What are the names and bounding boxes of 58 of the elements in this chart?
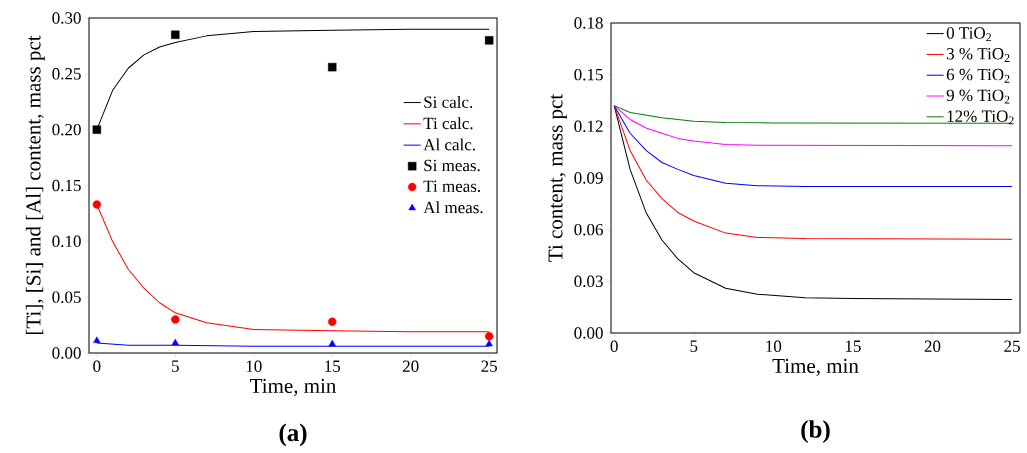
x-tick-label: 25 xyxy=(1004,340,1020,352)
point xyxy=(92,125,102,134)
point xyxy=(171,338,179,346)
y-tick-label: 0.12 xyxy=(574,120,603,133)
point xyxy=(485,339,493,347)
legend-label: Al meas. xyxy=(423,201,483,214)
y-tick-label: 0.15 xyxy=(52,179,81,192)
text: (b) xyxy=(801,420,830,443)
x-tick-label: 5 xyxy=(690,340,698,352)
point xyxy=(171,315,180,324)
y-tick-label: 0.18 xyxy=(574,17,603,29)
point xyxy=(328,317,337,326)
point xyxy=(328,62,337,72)
y-tick-label: 0.30 xyxy=(52,12,81,24)
legend-label: Al calc. xyxy=(423,138,475,151)
x-tick-label: 5 xyxy=(172,360,179,372)
y-axis-title: [Ti], [Si] and [Al] content, mass pct xyxy=(25,35,45,335)
point xyxy=(328,339,336,347)
y-tick-label: 0.09 xyxy=(574,172,603,184)
x-tick-label: 20 xyxy=(402,360,419,373)
point xyxy=(484,36,494,45)
legend-label: Si calc. xyxy=(424,95,473,108)
y-tick-label: 0.06 xyxy=(574,223,603,236)
text: (a) xyxy=(279,423,307,447)
legend-label: Ti calc. xyxy=(423,117,473,130)
legend-label: 0 TiO$_{2}$ xyxy=(946,27,991,42)
legend-label: 6 % TiO$_{2}$ xyxy=(946,68,1010,83)
x-axis-title: Time, min xyxy=(250,378,337,397)
x-tick-label: 10 xyxy=(246,360,262,373)
line-series xyxy=(613,105,1013,240)
x-tick-label: 15 xyxy=(325,360,341,372)
y-tick-label: 0.00 xyxy=(52,347,81,359)
x-tick-label: 20 xyxy=(924,340,941,353)
legend-label: Ti meas. xyxy=(423,180,481,193)
y-tick-label: 0.00 xyxy=(574,327,603,339)
point xyxy=(93,336,101,343)
legend-label: 9 % TiO$_{2}$ xyxy=(946,89,1010,104)
line-series xyxy=(613,105,1013,188)
x-tick-label: 0 xyxy=(610,340,618,353)
legend-label: 3 % TiO$_{2}$ xyxy=(946,48,1010,62)
x-tick-label: 10 xyxy=(766,340,782,353)
y-tick-label: 0.05 xyxy=(52,291,81,303)
x-tick-label: 25 xyxy=(481,360,497,372)
legend-label: 12% TiO$_{2}$ xyxy=(947,110,1014,125)
point xyxy=(171,30,180,39)
x-axis-title: Time, min xyxy=(772,358,859,377)
y-axis-title: Ti content, mass pct xyxy=(548,93,567,262)
y-tick-label: 0.20 xyxy=(52,123,81,136)
x-tick-label: 0 xyxy=(93,360,101,373)
legend-label: Si meas. xyxy=(424,159,480,172)
y-tick-label: 0.10 xyxy=(52,235,81,248)
point xyxy=(92,200,102,209)
y-tick-label: 0.25 xyxy=(52,68,81,80)
x-tick-label: 15 xyxy=(845,340,861,352)
line-series xyxy=(613,105,1013,147)
y-tick-label: 0.03 xyxy=(574,275,603,288)
point xyxy=(484,332,494,341)
y-tick-label: 0.15 xyxy=(574,68,603,81)
